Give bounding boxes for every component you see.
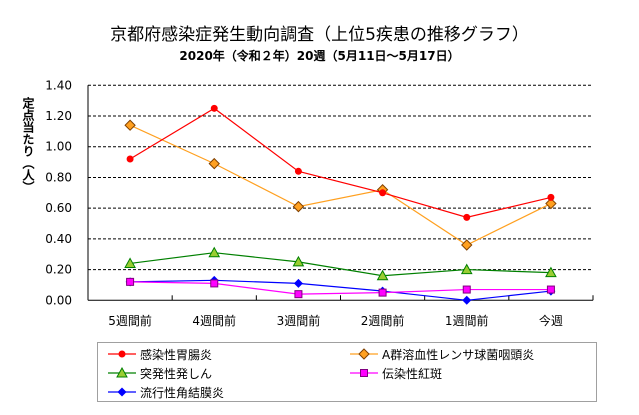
legend-item: 感染性胃腸炎 bbox=[108, 345, 212, 363]
data-point bbox=[547, 193, 555, 201]
data-point bbox=[208, 246, 221, 258]
legend-marker bbox=[116, 367, 128, 378]
data-point bbox=[376, 269, 389, 281]
data-point bbox=[460, 263, 473, 275]
legend-item: 流行性角結膜炎 bbox=[108, 383, 224, 401]
legend-label: 突発性発しん bbox=[140, 366, 213, 381]
y-tick-label: 1.00 bbox=[45, 140, 72, 154]
y-tick-label: 0.60 bbox=[45, 201, 72, 215]
data-point bbox=[124, 119, 136, 131]
x-tick-label: 4週間前 bbox=[192, 313, 236, 328]
data-point bbox=[293, 278, 303, 288]
series-2 bbox=[124, 246, 557, 281]
legend-item: 突発性発しん bbox=[108, 364, 212, 382]
chart-subtitle: 2020年（令和２年）20週（5月11日～5月17日） bbox=[179, 49, 460, 63]
legend-label: 感染性胃腸炎 bbox=[140, 347, 213, 362]
x-tick-label: 今週 bbox=[539, 313, 563, 328]
data-point bbox=[126, 155, 134, 163]
legend-swatch bbox=[108, 387, 136, 397]
data-point bbox=[378, 288, 387, 297]
series-line bbox=[130, 252, 551, 277]
y-tick-label: 0.80 bbox=[45, 170, 72, 184]
legend-label: A群溶血性レンサ球菌咽頭炎 bbox=[382, 347, 535, 362]
x-tick-label: 2週間前 bbox=[361, 313, 405, 328]
legend-marker bbox=[118, 350, 126, 358]
data-point bbox=[379, 189, 387, 197]
legend-swatch bbox=[350, 348, 378, 360]
data-point bbox=[461, 239, 473, 251]
y-tick-label: 0.40 bbox=[45, 232, 72, 246]
legend-swatch bbox=[108, 350, 136, 358]
series-line bbox=[129, 124, 552, 246]
data-point bbox=[462, 285, 471, 294]
x-tick-label: 3週間前 bbox=[277, 313, 321, 328]
series-1 bbox=[124, 119, 557, 251]
legend-swatch bbox=[350, 369, 378, 377]
data-point bbox=[124, 257, 136, 268]
data-point bbox=[462, 295, 472, 305]
data-point bbox=[292, 200, 305, 213]
data-point bbox=[126, 277, 135, 286]
series-0 bbox=[126, 104, 555, 221]
data-point bbox=[210, 104, 218, 112]
y-tick-label: 1.20 bbox=[45, 109, 72, 123]
legend-marker bbox=[117, 387, 127, 397]
data-point bbox=[294, 167, 302, 175]
legend: 感染性胃腸炎 A群溶血性レンサ球菌咽頭炎突発性発しん 伝染性紅斑流行性角結膜炎 bbox=[97, 342, 597, 402]
y-tick-label: 0.00 bbox=[45, 293, 72, 307]
y-tick-label: 1.40 bbox=[45, 78, 72, 92]
x-tick-label: 1週間前 bbox=[445, 313, 489, 328]
legend-marker bbox=[358, 348, 370, 360]
data-point bbox=[545, 197, 557, 210]
legend-label: 伝染性紅斑 bbox=[382, 366, 443, 381]
data-point bbox=[294, 290, 303, 299]
legend-item: A群溶血性レンサ球菌咽頭炎 bbox=[350, 345, 534, 363]
series-line bbox=[129, 107, 552, 218]
y-tick-label: 0.20 bbox=[45, 263, 72, 277]
line-chart: 0.00 0.20 0.40 0.60 0.80 1.00 1.20 1.40 5週間前 4週間前… bbox=[45, 78, 594, 328]
data-point bbox=[546, 285, 555, 294]
data-point bbox=[292, 255, 305, 267]
data-point bbox=[545, 266, 557, 278]
data-point bbox=[208, 157, 220, 170]
legend-item: 伝染性紅斑 bbox=[350, 364, 442, 382]
data-point bbox=[463, 213, 471, 221]
x-tick-label: 5週間前 bbox=[108, 313, 152, 328]
legend-label: 流行性角結膜炎 bbox=[140, 385, 225, 400]
series-3 bbox=[126, 277, 555, 299]
series-line bbox=[130, 281, 551, 295]
legend-marker bbox=[360, 369, 368, 377]
legend-swatch bbox=[108, 367, 136, 378]
y-axis-label: 定点当たり（人） bbox=[21, 97, 35, 193]
chart-title: 京都府感染症発生動向調査（上位5疾患の推移グラフ） bbox=[110, 25, 529, 45]
series-line bbox=[130, 279, 551, 301]
data-point bbox=[210, 279, 219, 288]
